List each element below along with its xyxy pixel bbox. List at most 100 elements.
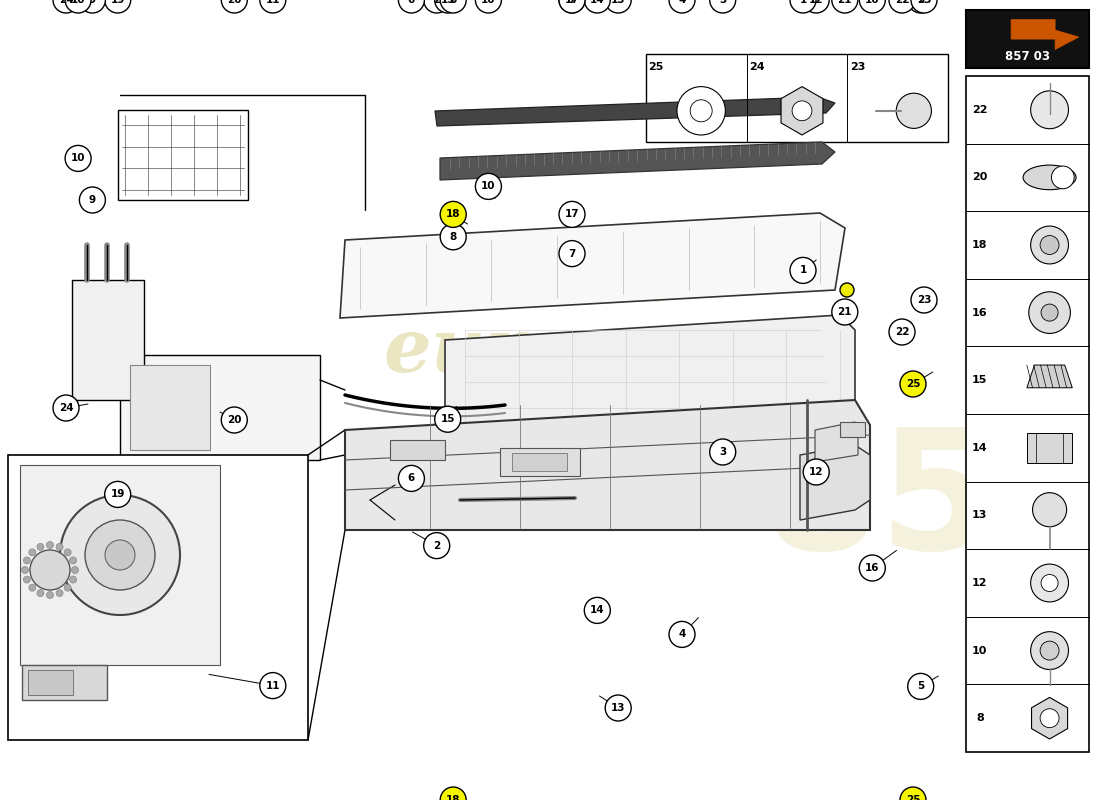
Circle shape	[30, 550, 70, 590]
Circle shape	[104, 482, 131, 507]
Text: 8: 8	[450, 0, 456, 5]
Circle shape	[104, 540, 135, 570]
Circle shape	[669, 622, 695, 647]
Bar	[1027, 433, 1072, 463]
Polygon shape	[1027, 365, 1072, 388]
Text: 8: 8	[976, 714, 983, 723]
Text: 15: 15	[440, 414, 455, 424]
Circle shape	[911, 0, 937, 13]
Circle shape	[900, 787, 926, 800]
Circle shape	[832, 299, 858, 325]
Circle shape	[65, 0, 91, 13]
Bar	[8, 455, 308, 740]
Circle shape	[896, 93, 932, 128]
Circle shape	[440, 787, 466, 800]
Bar	[646, 54, 948, 142]
Circle shape	[859, 0, 886, 13]
Circle shape	[46, 542, 54, 549]
Text: 22: 22	[972, 105, 988, 114]
Circle shape	[69, 557, 77, 564]
Circle shape	[424, 0, 450, 13]
Circle shape	[434, 406, 461, 432]
Text: 21: 21	[837, 0, 852, 5]
Text: 9: 9	[89, 0, 96, 5]
Circle shape	[1031, 226, 1068, 264]
Circle shape	[398, 0, 425, 13]
Bar	[118, 110, 248, 200]
Text: 18: 18	[446, 795, 461, 800]
Circle shape	[260, 673, 286, 698]
Text: 19: 19	[110, 490, 125, 499]
Circle shape	[29, 584, 36, 591]
Circle shape	[911, 287, 937, 313]
Circle shape	[221, 407, 248, 433]
Circle shape	[792, 101, 812, 121]
Polygon shape	[345, 400, 870, 530]
Circle shape	[440, 0, 466, 13]
Circle shape	[859, 555, 886, 581]
Circle shape	[260, 0, 286, 13]
Text: 20: 20	[227, 415, 242, 425]
Circle shape	[900, 371, 926, 397]
Circle shape	[22, 566, 29, 574]
Polygon shape	[434, 97, 835, 126]
Polygon shape	[340, 213, 845, 318]
Text: 18: 18	[972, 240, 988, 250]
Text: 2: 2	[433, 0, 440, 5]
Text: 14: 14	[590, 606, 605, 615]
Circle shape	[440, 224, 466, 250]
Circle shape	[1041, 641, 1059, 660]
Text: 857 03: 857 03	[1005, 50, 1049, 63]
Circle shape	[79, 0, 106, 13]
Text: 13: 13	[610, 703, 626, 713]
Text: 24: 24	[749, 62, 764, 72]
Bar	[22, 665, 107, 700]
Text: 17: 17	[564, 0, 580, 5]
Circle shape	[559, 0, 585, 13]
Circle shape	[559, 241, 585, 266]
Circle shape	[840, 283, 854, 297]
Text: a passion for parts since 1985: a passion for parts since 1985	[346, 286, 666, 306]
Circle shape	[559, 202, 585, 227]
Circle shape	[790, 0, 816, 13]
Text: 23: 23	[916, 295, 932, 305]
Text: 3: 3	[719, 0, 726, 5]
Text: 13: 13	[610, 0, 626, 5]
Text: 12: 12	[972, 578, 988, 588]
Text: 10: 10	[481, 0, 496, 5]
Circle shape	[908, 0, 934, 13]
Text: 6: 6	[408, 0, 415, 5]
Circle shape	[46, 591, 54, 598]
Circle shape	[605, 695, 631, 721]
Circle shape	[559, 0, 585, 13]
Text: 16: 16	[972, 307, 988, 318]
Circle shape	[56, 543, 63, 550]
Text: 10: 10	[972, 646, 988, 655]
Text: 19: 19	[110, 0, 125, 5]
Circle shape	[1031, 632, 1068, 670]
Circle shape	[64, 549, 72, 556]
Polygon shape	[1011, 20, 1079, 50]
Text: 9: 9	[89, 195, 96, 205]
Circle shape	[1041, 709, 1059, 728]
Text: 6: 6	[408, 474, 415, 483]
Polygon shape	[1032, 698, 1068, 739]
Text: 1: 1	[800, 266, 806, 275]
Text: 24: 24	[58, 403, 74, 413]
Circle shape	[584, 598, 610, 623]
Circle shape	[65, 146, 91, 171]
Circle shape	[23, 557, 31, 564]
Bar	[20, 465, 220, 665]
Circle shape	[53, 0, 79, 13]
Circle shape	[710, 439, 736, 465]
Text: 13: 13	[972, 510, 988, 520]
Text: 4: 4	[679, 0, 685, 5]
Bar	[500, 448, 580, 476]
Text: 4: 4	[679, 630, 685, 639]
Text: 10: 10	[70, 154, 86, 163]
Circle shape	[56, 590, 63, 597]
Circle shape	[37, 543, 44, 550]
Circle shape	[79, 187, 106, 213]
Circle shape	[803, 0, 829, 13]
Circle shape	[64, 584, 72, 591]
